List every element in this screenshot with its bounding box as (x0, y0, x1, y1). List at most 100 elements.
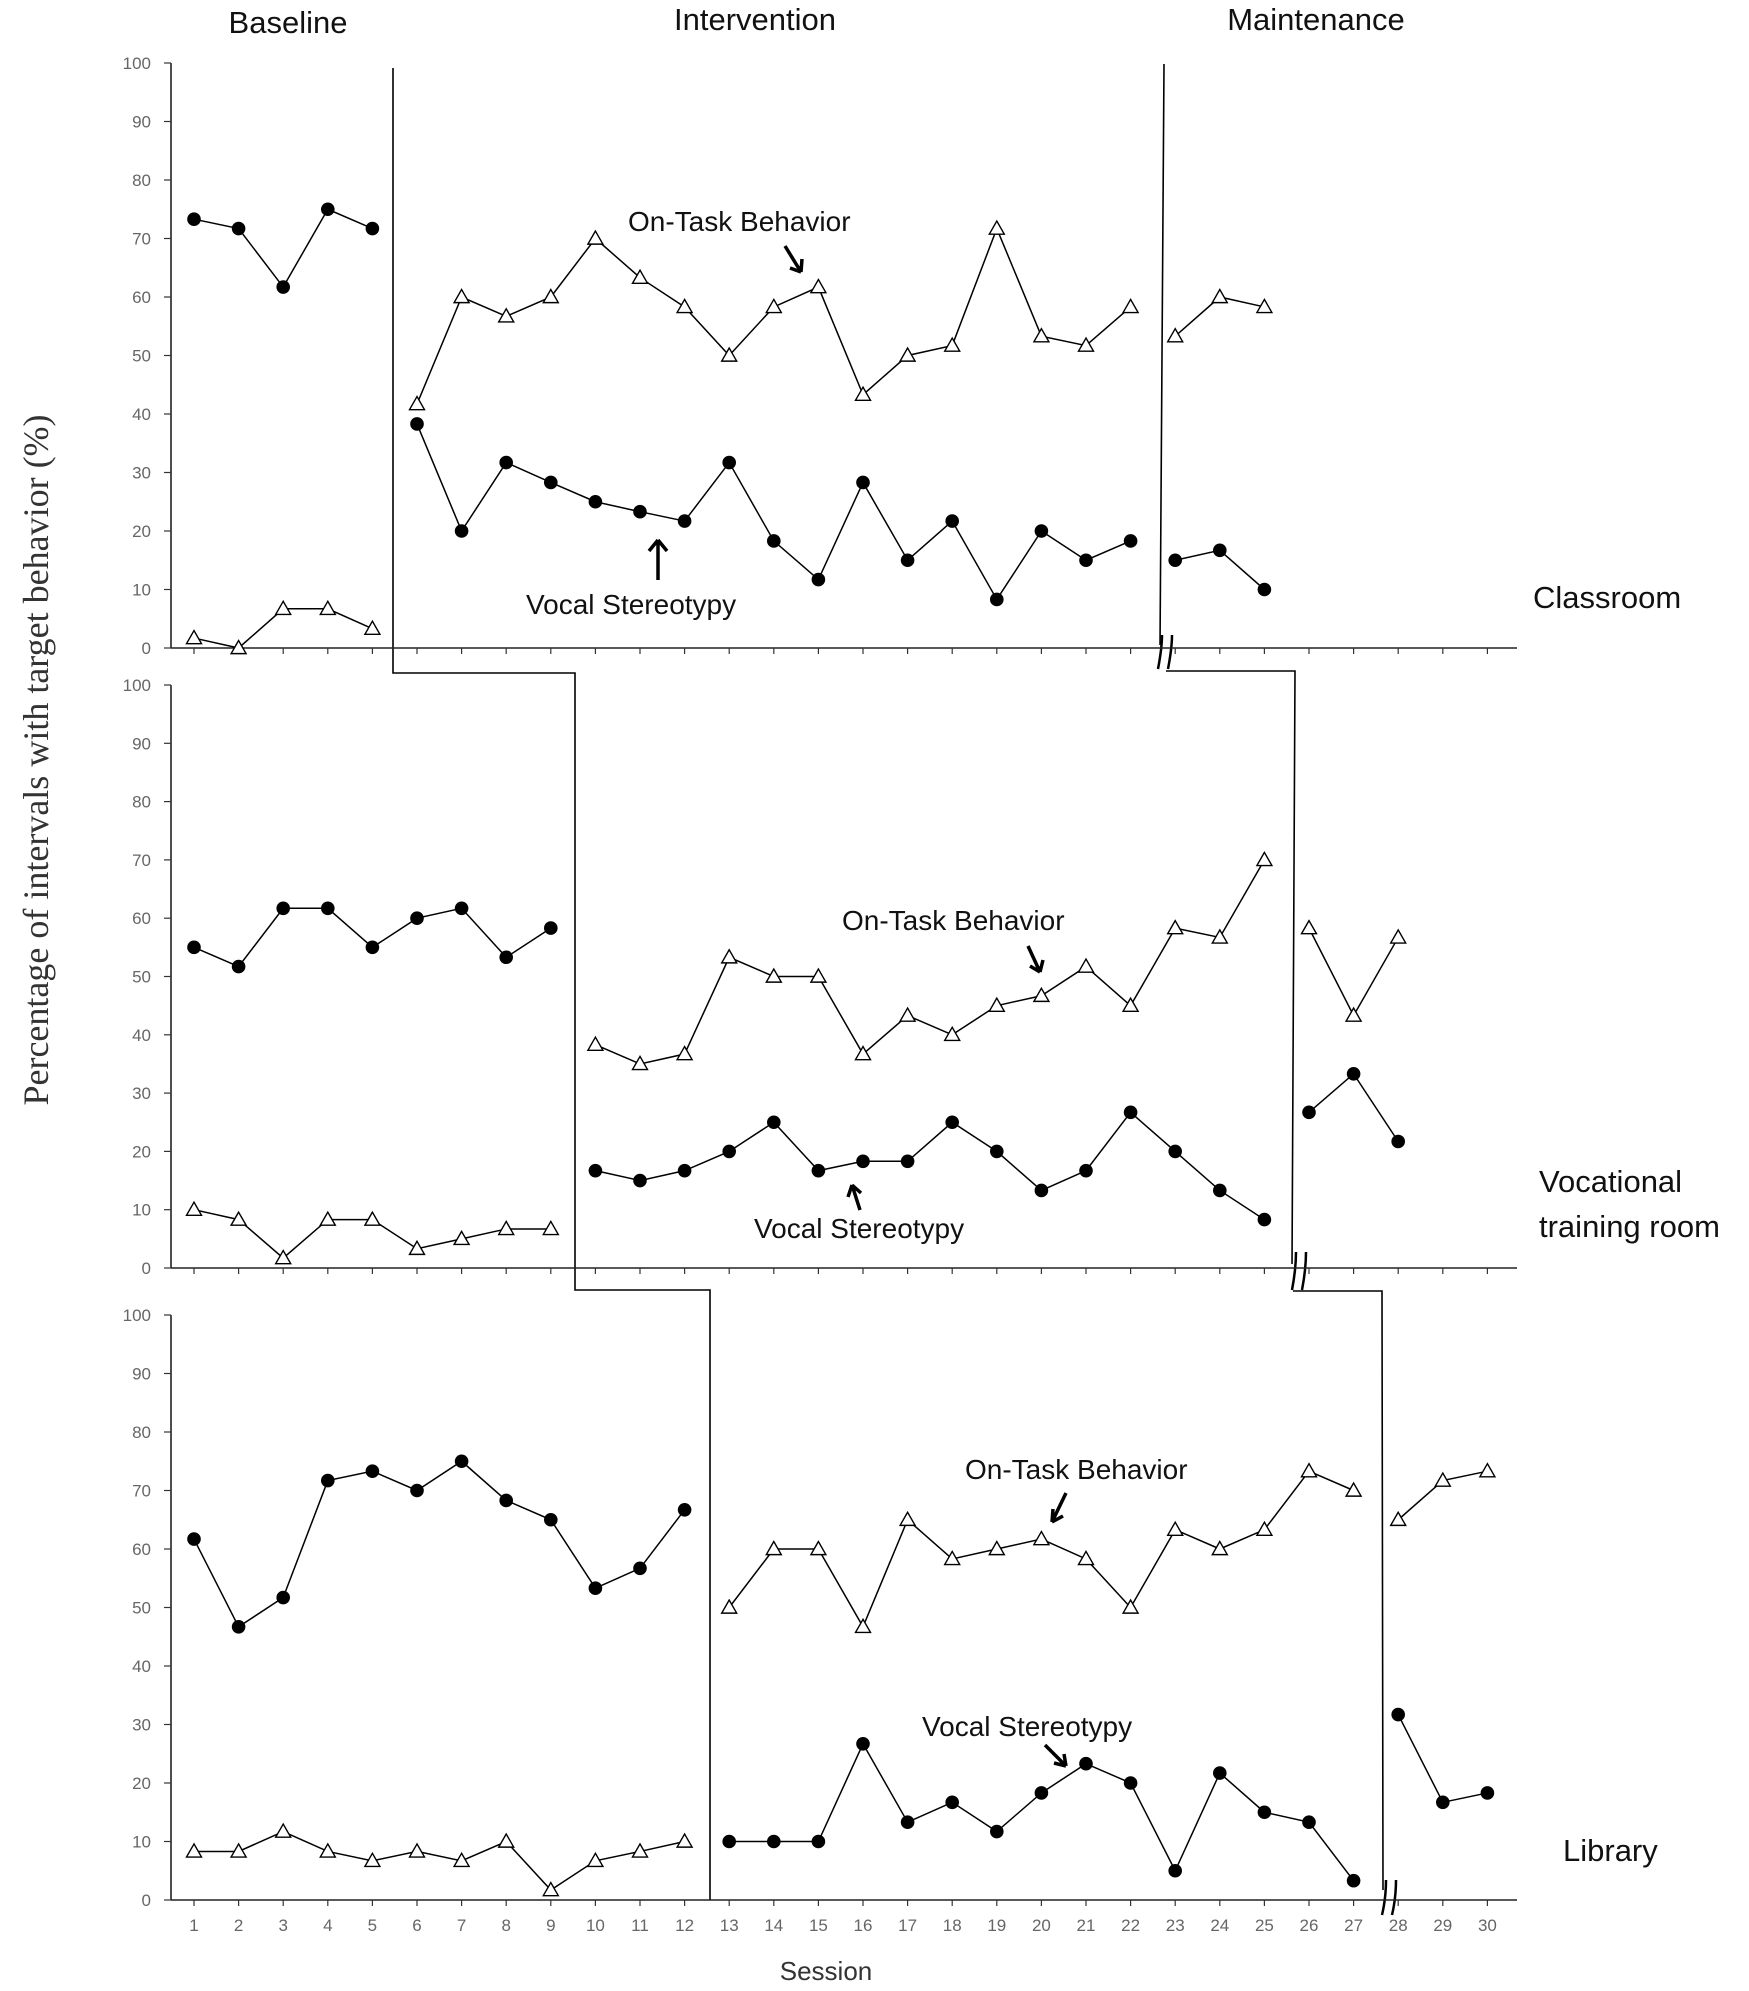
vocal-stereotypy-point (231, 1620, 246, 1634)
on-task-point (1211, 288, 1229, 304)
vocal-stereotypy-point (767, 1115, 781, 1130)
x-tick-label: 29 (1433, 1916, 1452, 1935)
on-task-point (185, 629, 203, 645)
y-tick-label: 60 (132, 1540, 151, 1559)
on-task-point (809, 1540, 828, 1556)
arrow-on-task-library (1050, 1492, 1068, 1524)
vocal-stereotypy-line (1397, 1714, 1488, 1804)
x-tick-label: 6 (412, 1916, 421, 1935)
x-tick-label: 26 (1300, 1916, 1319, 1935)
vocal-stereotypy-point (633, 1561, 647, 1576)
vocal-stereotypy-point (1436, 1795, 1450, 1810)
on-task-point (809, 278, 828, 294)
on-task-point (943, 336, 961, 352)
on-task-point (452, 288, 471, 304)
on-task-point (988, 1540, 1006, 1556)
y-axis-title: Percentage of intervals with target beha… (16, 414, 56, 1105)
on-task-point (408, 1239, 426, 1256)
y-tick-label: 20 (132, 1774, 151, 1793)
vocal-stereotypy-point (454, 524, 469, 538)
vocal-stereotypy-point (187, 1532, 201, 1546)
on-task-point (988, 996, 1006, 1012)
on-task-point (1166, 327, 1184, 343)
vocal-stereotypy-point (1079, 1163, 1093, 1178)
y-tick-label: 0 (142, 639, 151, 658)
on-task-point (898, 346, 917, 362)
x-tick-label: 5 (368, 1916, 377, 1935)
on-task-point (631, 1842, 649, 1858)
phase-label-maintenance: Maintenance (1227, 2, 1405, 37)
on-task-point (1300, 1462, 1318, 1478)
y-tick-label: 40 (132, 1657, 151, 1676)
on-task-point (1121, 1598, 1140, 1614)
annotation-on-task-vocational: On-Task Behavior (842, 905, 1065, 936)
on-task-point (1389, 928, 1407, 944)
on-task-point (765, 967, 783, 983)
vocal-stereotypy-point (276, 280, 291, 294)
on-task-point (720, 1598, 738, 1614)
phase-change-line-intervention-maintenance (1159, 63, 1384, 1891)
x-tick-label: 30 (1478, 1916, 1497, 1935)
vocal-stereotypy-point (454, 901, 469, 916)
on-task-point (675, 1832, 694, 1848)
vocal-stereotypy-point (1346, 1067, 1361, 1081)
vocal-stereotypy-point (856, 1737, 870, 1751)
vocal-stereotypy-point (588, 1581, 603, 1595)
on-task-point (1255, 298, 1274, 314)
x-tick-label: 13 (720, 1916, 739, 1935)
vocal-stereotypy-point (1034, 1183, 1049, 1198)
vocal-stereotypy-point (187, 212, 201, 226)
vocal-stereotypy-point (811, 572, 826, 587)
vocal-stereotypy-point (990, 1144, 1004, 1159)
on-task-point (854, 385, 872, 402)
x-tick-label: 14 (764, 1916, 783, 1935)
vocal-stereotypy-point (321, 1473, 335, 1488)
on-task-point (229, 1210, 248, 1226)
vocal-stereotypy-point (856, 475, 870, 490)
vocal-stereotypy-point (990, 1824, 1004, 1839)
y-tick-label: 80 (132, 793, 151, 812)
vocal-stereotypy-point (1079, 553, 1093, 568)
arrow-on-task-classroom (783, 245, 804, 274)
vocal-stereotypy-point (722, 1834, 736, 1849)
vocal-stereotypy-point (767, 1834, 781, 1849)
on-task-point (898, 1006, 917, 1022)
annotation-vocal-library: Vocal Stereotypy (922, 1711, 1132, 1742)
y-tick-label: 70 (132, 1482, 151, 1501)
vocal-stereotypy-point (276, 901, 291, 916)
vocal-stereotypy-point (499, 455, 513, 470)
on-task-point (675, 298, 694, 314)
vocal-stereotypy-point (1034, 1786, 1049, 1800)
vocal-stereotypy-point (1079, 1756, 1093, 1771)
setting-label-library: Library (1563, 1833, 1658, 1868)
phase-change-line-baseline-intervention (392, 68, 711, 1900)
vocal-stereotypy-point (321, 901, 335, 916)
on-task-point (586, 1035, 605, 1052)
y-tick-label: 70 (132, 851, 151, 870)
on-task-point (1121, 298, 1140, 314)
on-task-point (1077, 957, 1095, 973)
on-task-point (988, 219, 1006, 235)
y-tick-label: 30 (132, 1084, 151, 1103)
vocal-stereotypy-point (1302, 1815, 1316, 1829)
on-task-point (408, 1842, 426, 1858)
x-tick-label: 23 (1166, 1916, 1185, 1935)
x-tick-label: 15 (809, 1916, 828, 1935)
on-task-point (898, 1510, 917, 1527)
x-tick-label: 22 (1121, 1916, 1140, 1935)
x-tick-label: 8 (501, 1916, 510, 1935)
on-task-point (319, 1210, 337, 1226)
on-task-point (497, 1220, 515, 1236)
on-task-point (363, 1851, 382, 1868)
y-tick-label: 40 (132, 1026, 151, 1045)
vocal-stereotypy-point (677, 1503, 692, 1517)
vocal-stereotypy-point (365, 940, 380, 955)
on-task-point (1121, 996, 1140, 1012)
panel-0: 0 10 20 30 40 50 60 70 80 90 100 (123, 54, 1517, 658)
vocal-stereotypy-point (1168, 1863, 1182, 1878)
y-tick-label: 60 (132, 909, 151, 928)
vocal-stereotypy-point (276, 1590, 291, 1605)
y-tick-label: 30 (132, 1716, 151, 1735)
on-task-line (595, 859, 1266, 1065)
